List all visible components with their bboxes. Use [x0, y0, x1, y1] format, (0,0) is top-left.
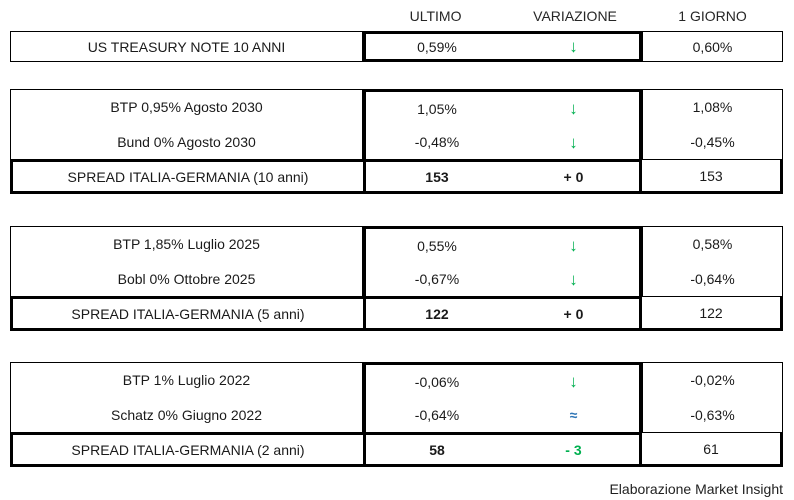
column-headers: ULTIMO VARIAZIONE 1 GIORNO	[10, 6, 783, 26]
giorno-value: -0,64%	[690, 270, 735, 287]
down-arrow-icon: ↓	[569, 99, 578, 119]
header-giorno: 1 GIORNO	[678, 8, 747, 24]
ultimo-value: -0,06%	[414, 373, 460, 390]
ultimo-value: -0,67%	[414, 271, 460, 288]
giorno-cell: 0,60%	[642, 31, 783, 62]
ultimo-variazione-cell: 1,05% ↓ -0,48% ↓	[363, 89, 642, 159]
bond-label: Bund 0% Agosto 2030	[117, 133, 256, 150]
source-credit: Elaborazione Market Insight	[609, 481, 783, 497]
section-10-anni: BTP 0,95% Agosto 2030 Bund 0% Agosto 203…	[10, 89, 783, 194]
bond-label: US TREASURY NOTE 10 ANNI	[87, 38, 286, 55]
giorno-cell: 0,58% -0,64%	[642, 226, 783, 296]
value-row: 1,05% ↓	[366, 92, 639, 126]
spread-giorno-value: 153	[642, 159, 783, 194]
header-ultimo: ULTIMO	[409, 8, 462, 24]
spread-label: SPREAD ITALIA-GERMANIA (5 anni)	[10, 296, 363, 331]
spread-values-cell: 58 - 3	[363, 432, 642, 467]
spread-variazione-value: + 0	[563, 305, 584, 322]
down-arrow-icon: ↓	[569, 372, 578, 392]
down-arrow-icon: ↓	[569, 269, 578, 289]
ultimo-value: 0,55%	[417, 237, 457, 254]
value-row: 0,55% ↓	[366, 229, 639, 263]
spread-ultimo-value: 58	[429, 441, 445, 458]
ultimo-variazione-cell: 0,59% ↓	[363, 31, 642, 62]
value-row: -0,64% ≈	[366, 399, 639, 433]
down-arrow-icon: ↓	[569, 37, 578, 56]
spread-giorno-value: 122	[642, 296, 783, 331]
section-us-treasury: US TREASURY NOTE 10 ANNI 0,59% ↓ 0,60%	[10, 31, 783, 62]
ultimo-value: 0,59%	[417, 38, 457, 55]
down-arrow-icon: ↓	[569, 132, 578, 152]
giorno-value: 0,60%	[692, 38, 733, 55]
ultimo-value: -0,64%	[414, 407, 460, 424]
header-variazione: VARIAZIONE	[533, 8, 617, 24]
bond-label: BTP 1,85% Luglio 2025	[113, 236, 260, 253]
value-row: -0,06% ↓	[366, 365, 639, 399]
giorno-cell: 1,08% -0,45%	[642, 89, 783, 159]
value-row: 0,59% ↓	[366, 34, 639, 59]
section-2-anni: BTP 1% Luglio 2022 Schatz 0% Giugno 2022…	[10, 362, 783, 467]
bond-label-cell: BTP 0,95% Agosto 2030 Bund 0% Agosto 203…	[10, 89, 363, 159]
bond-label: BTP 0,95% Agosto 2030	[110, 99, 263, 116]
spread-variazione-value: + 0	[563, 168, 584, 185]
section-5-anni: BTP 1,85% Luglio 2025 Bobl 0% Ottobre 20…	[10, 226, 783, 331]
giorno-value: -0,02%	[690, 372, 735, 389]
down-arrow-icon: ↓	[569, 236, 578, 256]
bond-label-cell: BTP 1,85% Luglio 2025 Bobl 0% Ottobre 20…	[10, 226, 363, 296]
spread-values-cell: 122 + 0	[363, 296, 642, 331]
bond-label: Schatz 0% Giugno 2022	[111, 406, 262, 423]
spread-label: SPREAD ITALIA-GERMANIA (2 anni)	[10, 432, 363, 467]
header-group: ULTIMO VARIAZIONE	[363, 6, 642, 26]
bond-label: BTP 1% Luglio 2022	[122, 372, 251, 389]
bond-label: Bobl 0% Ottobre 2025	[117, 270, 256, 287]
ultimo-variazione-cell: 0,55% ↓ -0,67% ↓	[363, 226, 642, 296]
value-row: -0,67% ↓	[366, 263, 639, 297]
giorno-value: -0,63%	[690, 406, 735, 423]
giorno-value: 1,08%	[692, 99, 733, 116]
spread-variazione-value: - 3	[565, 441, 582, 458]
bond-label-cell: BTP 1% Luglio 2022 Schatz 0% Giugno 2022	[10, 362, 363, 432]
bond-label-cell: US TREASURY NOTE 10 ANNI	[10, 31, 363, 62]
approx-equal-icon: ≈	[569, 407, 578, 424]
spread-label: SPREAD ITALIA-GERMANIA (10 anni)	[10, 159, 363, 194]
ultimo-variazione-cell: -0,06% ↓ -0,64% ≈	[363, 362, 642, 432]
value-row: -0,48% ↓	[366, 126, 639, 160]
giorno-cell: -0,02% -0,63%	[642, 362, 783, 432]
ultimo-value: 1,05%	[417, 100, 457, 117]
spread-giorno-value: 61	[642, 432, 783, 467]
giorno-value: -0,45%	[690, 133, 735, 150]
spread-ultimo-value: 153	[425, 168, 449, 185]
ultimo-value: -0,48%	[414, 134, 460, 151]
spread-ultimo-value: 122	[425, 305, 449, 322]
giorno-value: 0,58%	[692, 236, 733, 253]
spread-values-cell: 153 + 0	[363, 159, 642, 194]
